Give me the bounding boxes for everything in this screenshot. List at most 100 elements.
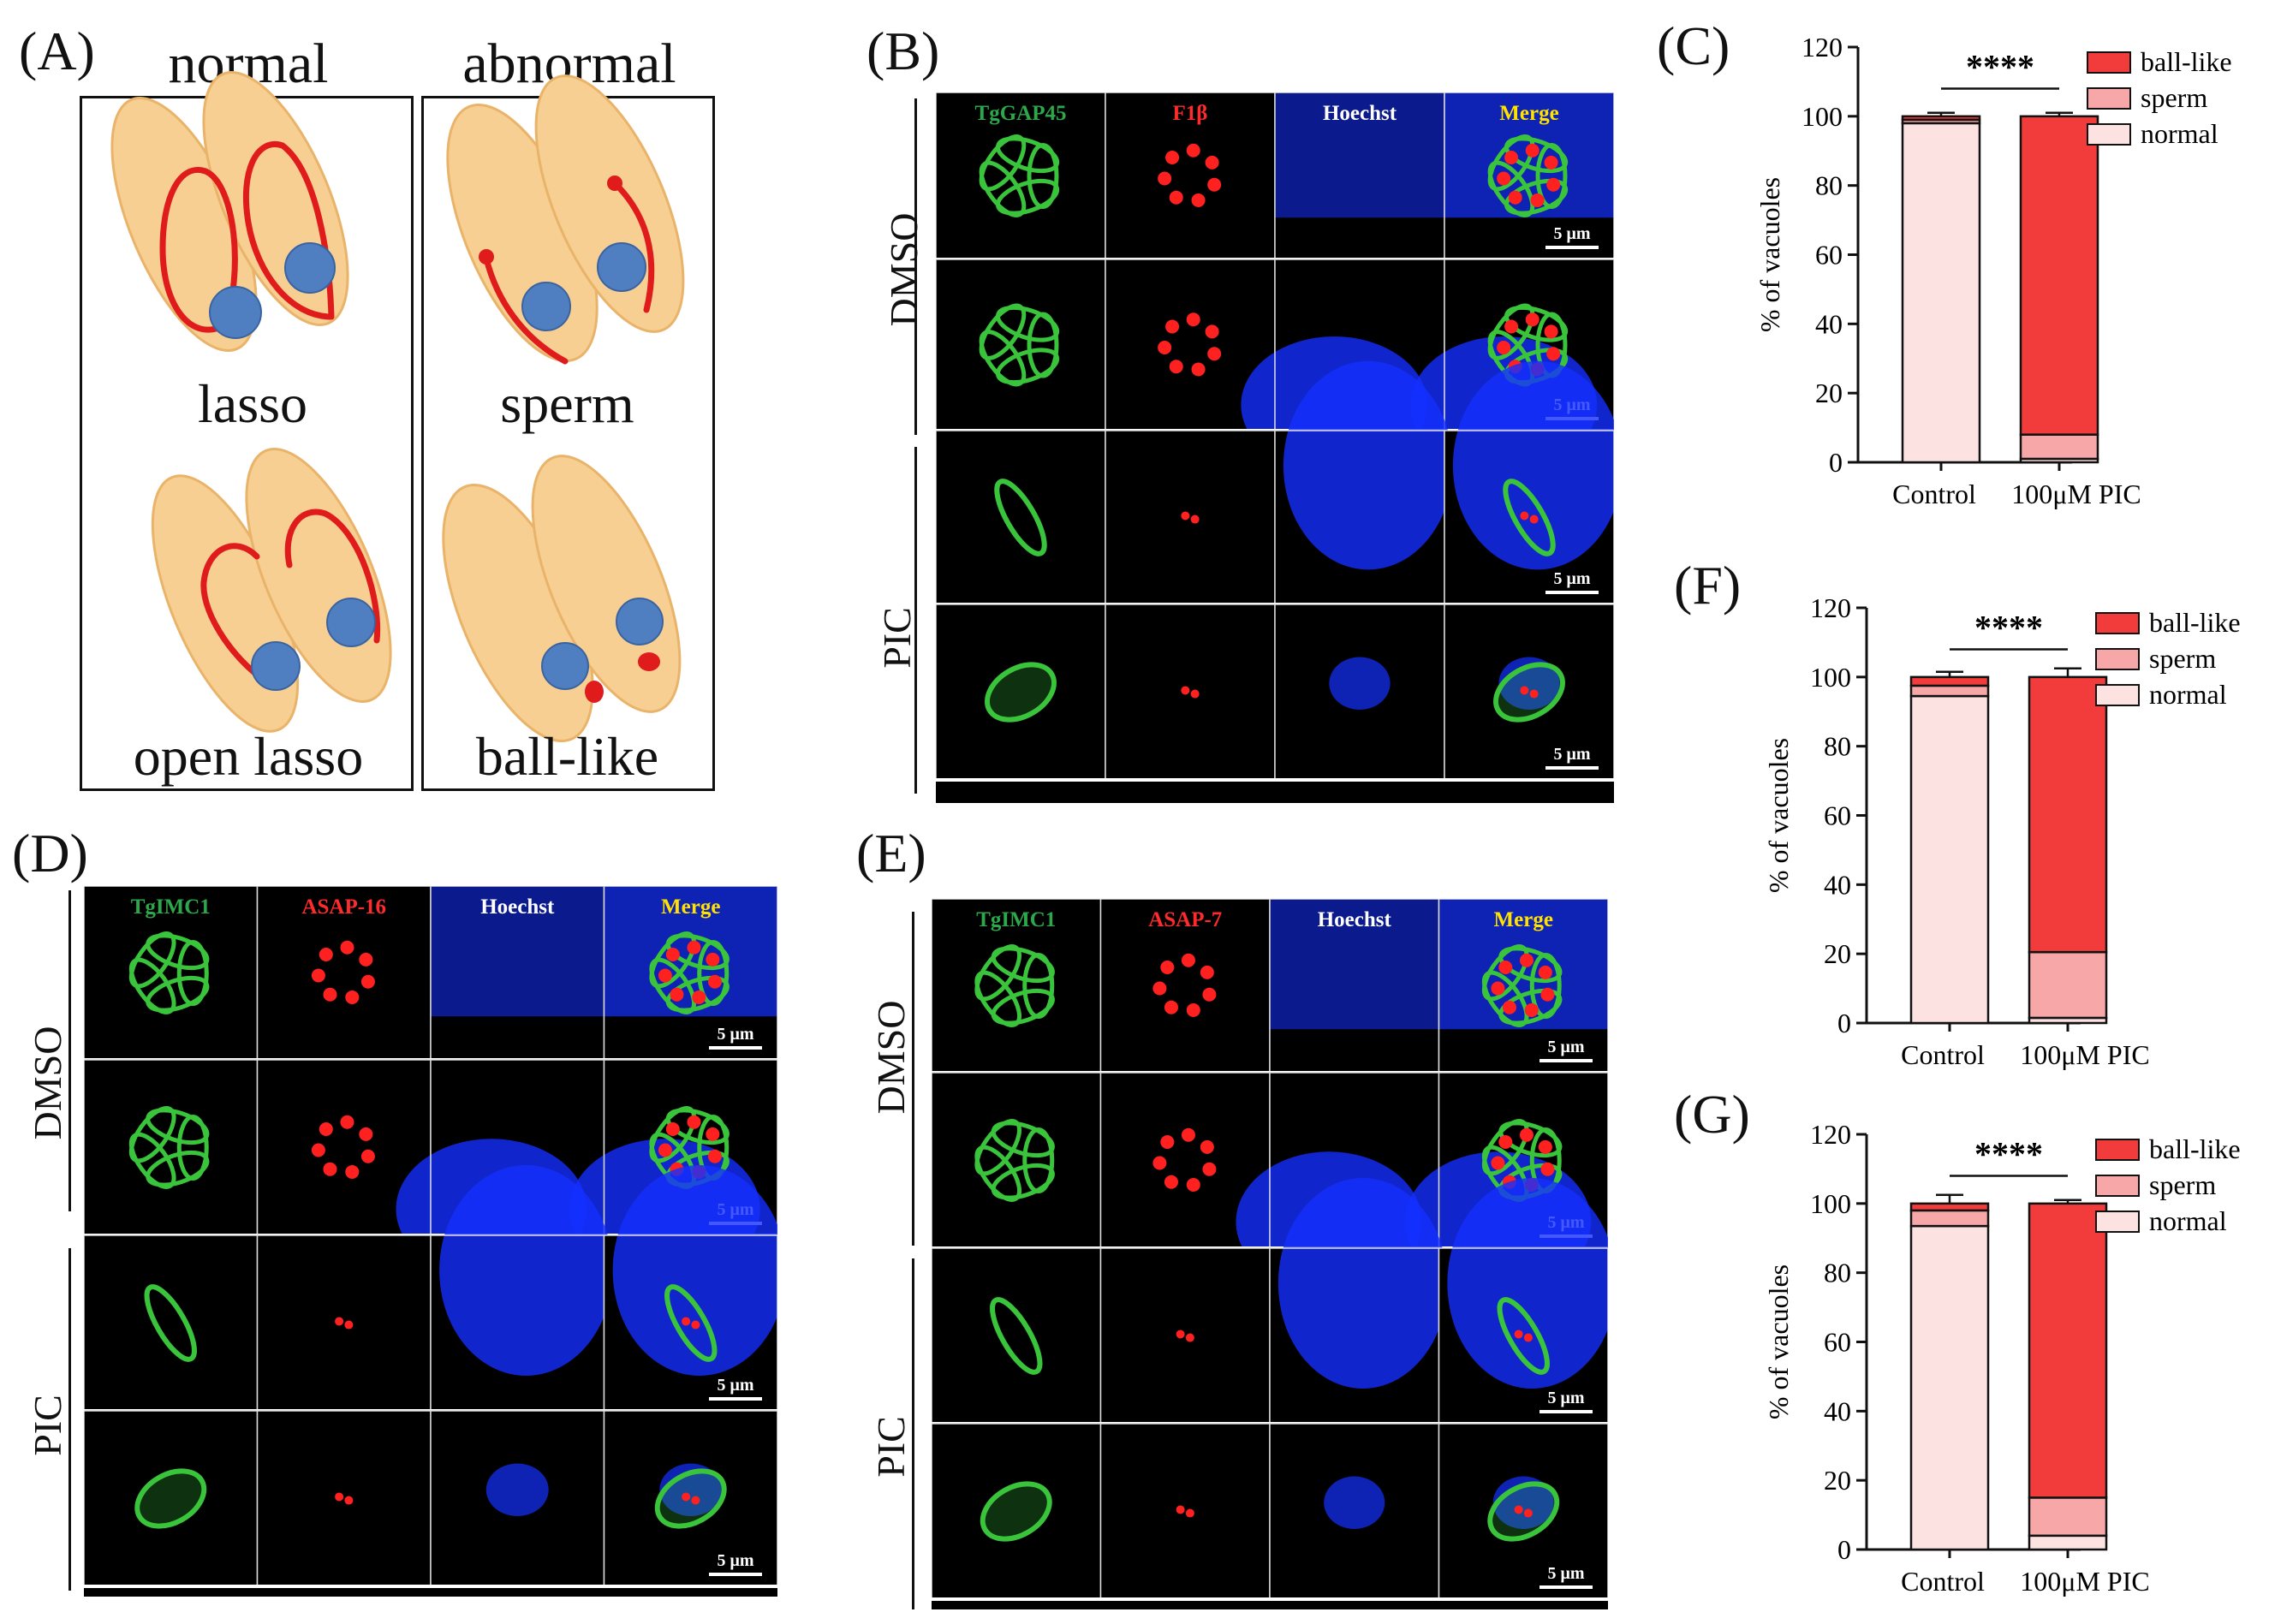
- significance-marker: ****: [1950, 1134, 2068, 1177]
- nucleus: [541, 642, 589, 690]
- micrograph-tile: [430, 886, 605, 1061]
- legend-item-ball-like: ball-like: [2095, 607, 2241, 638]
- error-bar: [2046, 111, 2073, 116]
- group-label-dmso-d: DMSO: [25, 1026, 69, 1140]
- apicoplast-lasso: [159, 167, 238, 333]
- apicoplast-open-lasso: [284, 509, 381, 644]
- apicoplast-head: [607, 175, 622, 191]
- scale-bar: 5 μm: [1539, 1038, 1593, 1062]
- lasso-parasite-pair: [110, 71, 349, 352]
- y-tick-label: 60: [1824, 1327, 1851, 1358]
- micrograph-tile: 5 μm: [1438, 899, 1608, 1074]
- panel-label-c: (C): [1657, 15, 1730, 76]
- group-label-pic-d: PIC: [25, 1395, 69, 1456]
- chart-c: 0 20 40 60 80 100 120 % of vacuoles Control 100μM…: [1754, 32, 2232, 509]
- nucleus: [616, 598, 664, 645]
- scale-bar: 5 μm: [1545, 745, 1599, 770]
- micrograph-tile: [430, 1165, 613, 1412]
- apicoplast-ball: [585, 681, 604, 703]
- apicoplast-ball: [638, 652, 660, 671]
- micrograph-tile: [936, 259, 1106, 431]
- y-axis: 0 20 40 60 80 100 120: [1802, 32, 1860, 478]
- svg-text:ball-like: ball-like: [2149, 1133, 2241, 1164]
- y-tick-label: 120: [1810, 592, 1851, 623]
- svg-text:5 μm: 5 μm: [1548, 1038, 1585, 1056]
- channel-label: TgIMC1: [976, 908, 1056, 931]
- svg-text:5 μm: 5 μm: [1548, 1389, 1585, 1407]
- y-tick-label: 80: [1815, 170, 1843, 201]
- group-label-pic-e: PIC: [868, 1416, 913, 1478]
- y-tick-label: 20: [1815, 378, 1843, 408]
- y-tick-label: 0: [1837, 1008, 1851, 1038]
- micrograph-tile: 5 μm: [1444, 604, 1614, 781]
- bar-segment-normal: [1909, 694, 1990, 1025]
- svg-text:ball-like: ball-like: [2149, 607, 2241, 638]
- svg-text:5 μm: 5 μm: [718, 1025, 754, 1044]
- micrograph-tile: 5 μm: [1438, 1423, 1608, 1600]
- svg-text:normal: normal: [2141, 118, 2218, 149]
- nucleus: [521, 282, 571, 331]
- panel-label-g: (G): [1674, 1084, 1750, 1145]
- legend-item-normal: normal: [2087, 118, 2218, 149]
- scale-bar: 5 μm: [1545, 569, 1599, 594]
- apicoplast-sperm: [611, 180, 655, 313]
- y-tick-label: 40: [1815, 308, 1843, 339]
- group-bracket: [912, 912, 914, 1246]
- bar-segment-ball-like: [2028, 675, 2108, 954]
- group-bracket: [68, 890, 71, 1211]
- svg-text:5 μm: 5 μm: [1554, 224, 1591, 243]
- scale-bar: 5 μm: [709, 1025, 762, 1050]
- y-tick-label: 120: [1810, 1119, 1851, 1150]
- group-bracket: [912, 1258, 914, 1609]
- bar-segment-ball-like: [1909, 675, 1990, 687]
- scale-bar: 5 μm: [709, 1376, 762, 1401]
- category-label: 100μM PIC: [2020, 1566, 2149, 1597]
- micrograph-tile: [1274, 92, 1445, 260]
- error-bar: [1936, 1193, 1963, 1204]
- micrograph-tile: [1099, 1423, 1271, 1600]
- error-bar: [2054, 1199, 2081, 1204]
- micrograph-tile: [256, 1410, 432, 1587]
- svg-text:5 μm: 5 μm: [1548, 1564, 1585, 1583]
- group-bracket: [68, 1248, 71, 1591]
- y-axis-label: % of vacuoles: [1754, 177, 1785, 332]
- y-axis-label: % of vacuoles: [1763, 1264, 1794, 1419]
- schematic-caption-lasso: lasso: [198, 373, 307, 434]
- channel-label: F1β: [1173, 102, 1208, 125]
- bar-segment-sperm: [1909, 684, 1990, 698]
- micrograph-tile: [256, 1234, 432, 1412]
- ball-like-parasite-pair: [442, 455, 682, 743]
- channel-label: Hoechst: [1318, 908, 1392, 931]
- bar-segment-sperm: [2028, 950, 2108, 1020]
- legend-item-ball-like: ball-like: [2087, 46, 2232, 77]
- nucleus: [209, 286, 262, 339]
- y-tick-label: 20: [1824, 1465, 1851, 1496]
- legend-item-sperm: sperm: [2095, 643, 2216, 674]
- svg-text:****: ****: [1974, 608, 2043, 646]
- nucleus: [597, 242, 646, 292]
- apicoplast-head: [479, 249, 494, 265]
- y-axis: 0 20 40 60 80 100 120: [1810, 1119, 1868, 1565]
- category-label: 100μM PIC: [2011, 479, 2141, 509]
- legend-item-normal: normal: [2095, 679, 2227, 710]
- group-label-pic-b: PIC: [874, 607, 919, 669]
- channel-label: ASAP-16: [301, 895, 386, 919]
- group-bracket: [914, 447, 917, 794]
- micrograph-tile: [430, 1410, 605, 1587]
- svg-text:5 μm: 5 μm: [1554, 569, 1591, 588]
- micrograph-tile: 5 μm: [1438, 1178, 1608, 1425]
- apicoplast-open-lasso: [200, 543, 276, 688]
- svg-text:normal: normal: [2149, 679, 2227, 710]
- micrograph-tile: [1105, 430, 1276, 605]
- legend-item-ball-like: ball-like: [2095, 1133, 2241, 1164]
- bar-segment-ball-like: [2019, 115, 2099, 436]
- channel-label: Hoechst: [480, 895, 555, 919]
- micrograph-tile: 5 μm: [603, 886, 777, 1061]
- micrograph-tile: [932, 1247, 1102, 1425]
- sperm-parasite-pair: [446, 74, 685, 365]
- group-label-dmso-e: DMSO: [868, 1000, 913, 1115]
- panel-label-a: (A): [19, 21, 95, 81]
